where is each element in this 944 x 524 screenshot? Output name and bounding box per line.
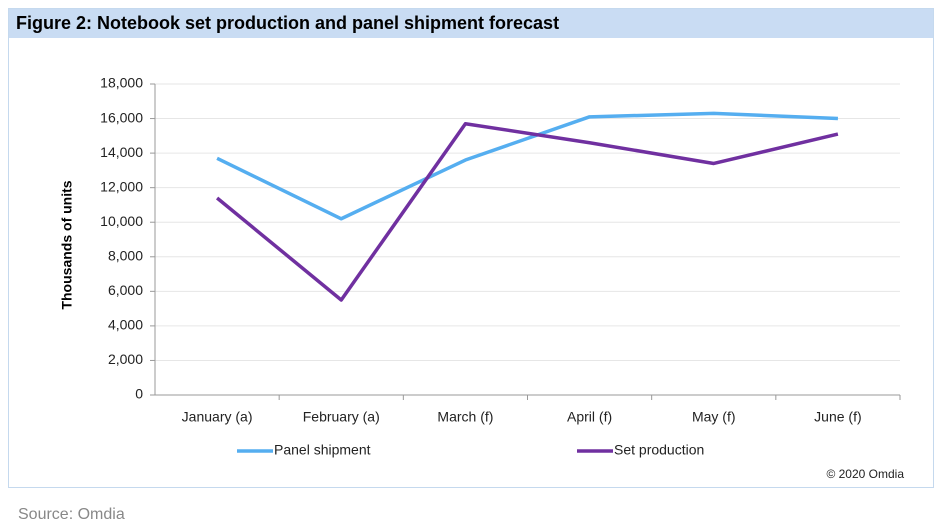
x-tick-label: April (f)	[567, 409, 612, 425]
x-tick-label: February (a)	[303, 409, 380, 425]
y-tick-label: 8,000	[108, 247, 143, 263]
series-line	[215, 121, 839, 302]
x-tick-label: May (f)	[692, 409, 736, 425]
legend-label: Panel shipment	[274, 442, 371, 458]
y-tick-label: 18,000	[100, 75, 143, 91]
chart-title: Figure 2: Notebook set production and pa…	[16, 13, 559, 33]
y-tick-label: 16,000	[100, 109, 143, 125]
source: Source: Omdia	[18, 506, 125, 523]
copyright: © 2020 Omdia	[826, 467, 904, 481]
y-tick-label: 6,000	[108, 282, 143, 298]
x-tick-label: June (f)	[814, 409, 861, 425]
y-tick-label: 4,000	[108, 317, 143, 333]
y-tick-label: 0	[135, 386, 143, 402]
chart-frame	[8, 8, 934, 488]
series-line	[216, 111, 838, 221]
y-tick-label: 2,000	[108, 351, 143, 367]
title-band	[9, 9, 933, 38]
y-tick-label: 10,000	[100, 213, 143, 229]
y-tick-label: 14,000	[100, 144, 143, 160]
legend-label: Set production	[614, 442, 704, 458]
y-axis-label: Thousands of units	[59, 180, 75, 309]
y-tick-label: 12,000	[100, 178, 143, 194]
x-tick-label: January (a)	[182, 409, 253, 425]
x-tick-label: March (f)	[437, 409, 493, 425]
